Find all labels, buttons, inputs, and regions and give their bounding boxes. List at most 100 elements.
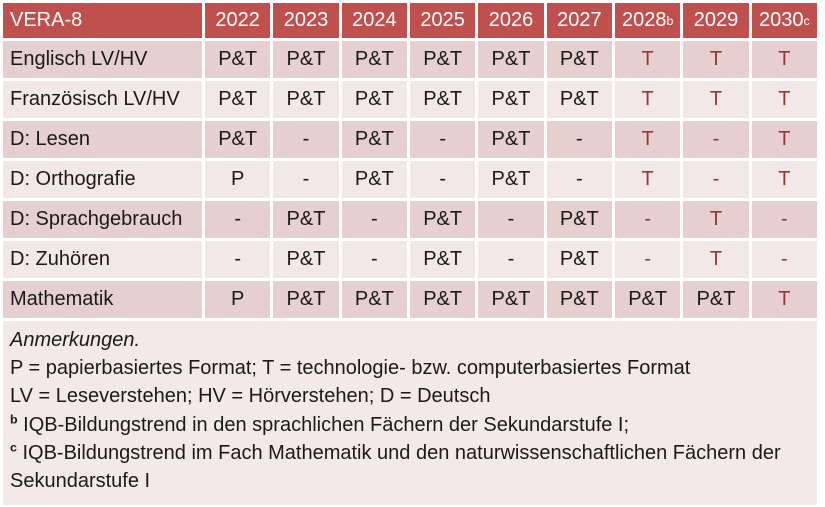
table-cell: P&T <box>273 241 339 278</box>
table-cell: - <box>273 161 339 198</box>
table-cell: P&T <box>273 201 339 238</box>
table-cell: P&T <box>205 121 271 158</box>
note-b-marker: b <box>10 411 18 426</box>
table-cell: P&T <box>341 81 407 118</box>
table-cell: - <box>410 121 476 158</box>
year-label: 2022 <box>215 9 260 31</box>
table-cell: - <box>615 241 681 278</box>
table-cell: P&T <box>546 81 612 118</box>
table-cell: - <box>478 241 544 278</box>
col-header-2027: 2027 <box>546 3 612 38</box>
table-cell: - <box>546 121 612 158</box>
row-label: Englisch LV/HV <box>3 41 202 78</box>
table-cell: P&T <box>546 201 612 238</box>
year-label: 2026 <box>488 9 534 31</box>
year-label: 2024 <box>352 9 397 31</box>
table-cell: P&T <box>410 201 476 238</box>
table-cell: T <box>615 81 681 118</box>
table-cell: P&T <box>341 41 407 78</box>
year-label: 2025 <box>420 9 465 31</box>
table-cell: T <box>615 161 681 198</box>
col-header-2025: 2025 <box>410 3 476 38</box>
note-c-text: IQB-Bildungstrend im Fach Mathematik und… <box>10 441 781 492</box>
notes-formats-line: P = papierbasiertes Format; T = technolo… <box>10 357 691 380</box>
table-cell: T <box>683 241 749 278</box>
table-cell: P&T <box>205 41 271 78</box>
vera8-table: VERA-8 2022 2023 2024 2025 2026 2027 202… <box>3 3 817 318</box>
table-cell: P&T <box>273 41 339 78</box>
table-cell: P&T <box>273 281 339 318</box>
table-cell: P&T <box>546 281 612 318</box>
year-label: 2029 <box>693 9 739 31</box>
table-cell: P&T <box>478 81 544 118</box>
table-cell: P&T <box>341 281 407 318</box>
table-cell: - <box>341 201 407 238</box>
table-cell: - <box>410 161 476 198</box>
row-label: D: Sprachgebrauch <box>3 201 202 238</box>
table-cell: P&T <box>410 241 476 278</box>
table-cell: T <box>751 81 817 118</box>
table-cell: P&T <box>478 41 544 78</box>
table-cell: P&T <box>273 81 339 118</box>
table-cell: T <box>615 41 681 78</box>
table-cell: T <box>683 201 749 238</box>
table-cell: - <box>615 201 681 238</box>
table-cell: T <box>751 161 817 198</box>
table-corner-title: VERA-8 <box>3 3 202 38</box>
table-cell: - <box>751 201 817 238</box>
row-label: D: Lesen <box>3 121 202 158</box>
table-cell: P&T <box>615 281 681 318</box>
table-cell: P&T <box>478 121 544 158</box>
table-cell: P&T <box>410 281 476 318</box>
col-header-2023: 2023 <box>273 3 339 38</box>
table-cell: T <box>683 41 749 78</box>
table-cell: - <box>341 241 407 278</box>
notes-heading: Anmerkungen. <box>10 329 141 351</box>
table-cell: P&T <box>478 281 544 318</box>
table-cell: P&T <box>410 81 476 118</box>
table-cell: - <box>683 161 749 198</box>
table-cell: T <box>751 121 817 158</box>
table-cell: P <box>205 161 271 198</box>
table-cell: - <box>205 201 271 238</box>
col-header-2029: 2029 <box>683 3 749 38</box>
row-label: Mathematik <box>3 281 202 318</box>
table-cell: - <box>205 241 271 278</box>
col-header-2026: 2026 <box>478 3 544 38</box>
table-cell: - <box>683 121 749 158</box>
col-header-2024: 2024 <box>341 3 407 38</box>
row-label: Französisch LV/HV <box>3 81 202 118</box>
year-label: 2023 <box>283 9 329 31</box>
table-cell: T <box>751 281 817 318</box>
table-cell: T <box>683 81 749 118</box>
table-cell: P&T <box>546 41 612 78</box>
table-cell: - <box>751 241 817 278</box>
col-header-2028: 2028 b <box>615 3 681 38</box>
table-cell: - <box>478 201 544 238</box>
table-cell: T <box>751 41 817 78</box>
notes-abbrev-line: LV = Leseverstehen; HV = Hörverstehen; D… <box>10 385 491 408</box>
row-label: D: Zuhören <box>3 241 202 278</box>
note-c-line: c IQB-Bildungstrend im Fach Mathematik u… <box>10 439 807 495</box>
row-label: D: Orthografie <box>3 161 202 198</box>
table-cell: P&T <box>683 281 749 318</box>
table-cell: P <box>205 281 271 318</box>
table-cell: P&T <box>341 121 407 158</box>
table-cell: - <box>273 121 339 158</box>
table-cell: - <box>546 161 612 198</box>
year-label: 2027 <box>557 9 602 31</box>
note-b-text: IQB-Bildungstrend in den sprachlichen Fä… <box>23 413 630 436</box>
col-header-2030: 2030 c <box>751 3 817 38</box>
table-cell: P&T <box>410 41 476 78</box>
table-cell: P&T <box>478 161 544 198</box>
year-label: 2030 <box>758 9 804 31</box>
table-cell: P&T <box>546 241 612 278</box>
table-cell: P&T <box>341 161 407 198</box>
table-cell: T <box>615 121 681 158</box>
year-label: 2028 <box>621 9 667 31</box>
notes-section: Anmerkungen. P = papierbasiertes Format;… <box>3 321 817 505</box>
table-cell: P&T <box>205 81 271 118</box>
note-b-line: b IQB-Bildungstrend in den sprachlichen … <box>10 411 807 439</box>
col-header-2022: 2022 <box>205 3 271 38</box>
